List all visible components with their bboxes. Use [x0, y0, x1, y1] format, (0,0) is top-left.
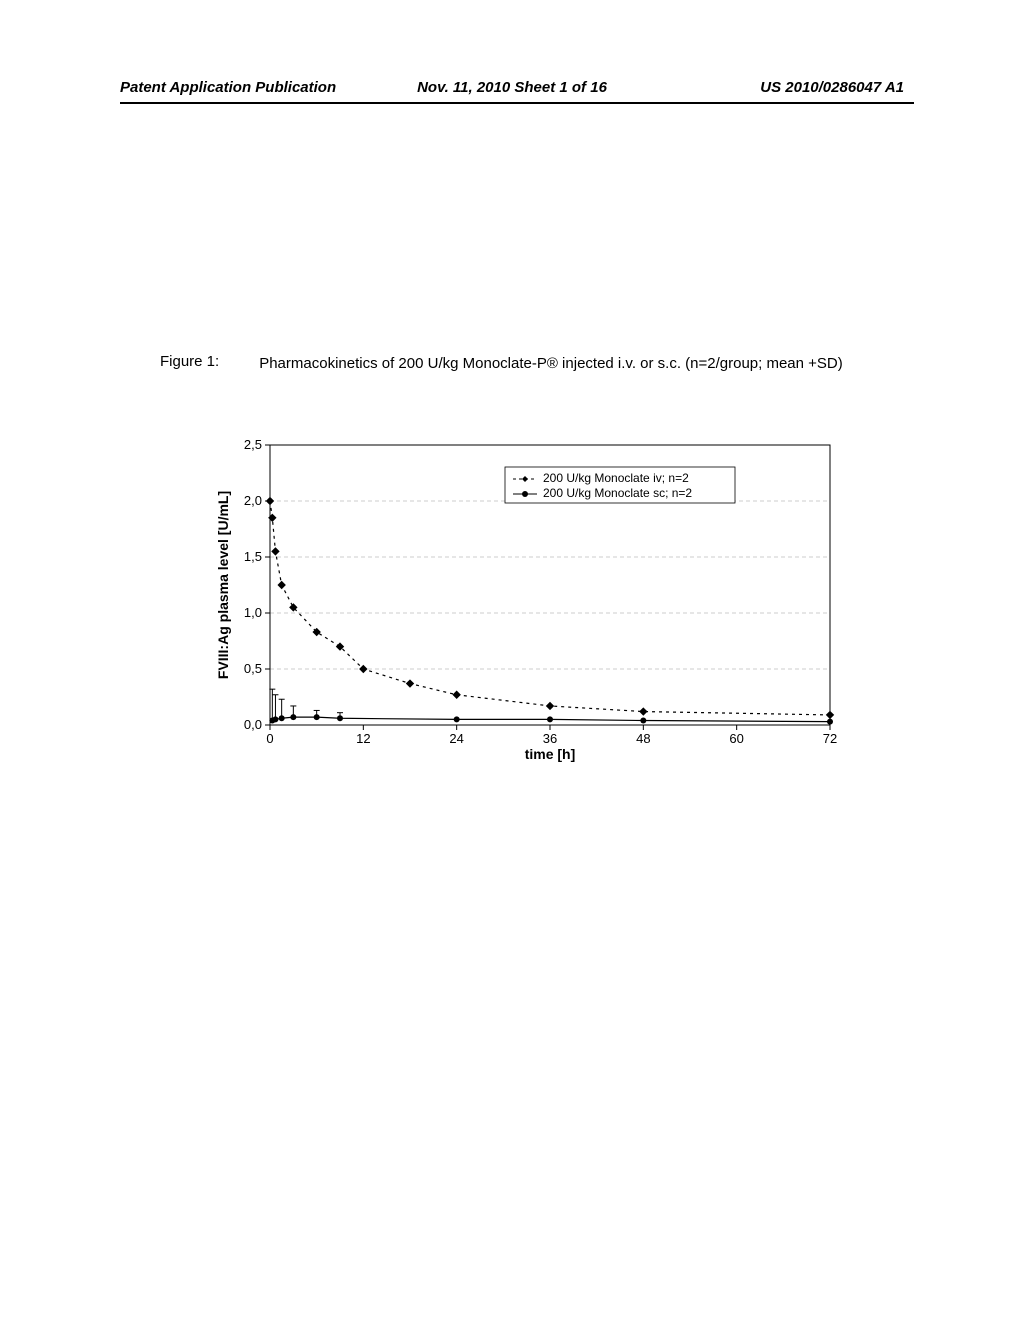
pk-chart: 01224364860720,00,51,01,52,02,5time [h]F… [210, 435, 790, 755]
svg-text:0,0: 0,0 [244, 717, 262, 732]
svg-text:36: 36 [543, 731, 557, 746]
figure-label: Figure 1: [160, 353, 219, 374]
svg-text:0: 0 [266, 731, 273, 746]
svg-text:0,5: 0,5 [244, 661, 262, 676]
svg-text:1,5: 1,5 [244, 549, 262, 564]
svg-text:time [h]: time [h] [525, 746, 576, 762]
figure-caption: Figure 1: Pharmacokinetics of 200 U/kg M… [160, 353, 884, 374]
svg-text:2,0: 2,0 [244, 493, 262, 508]
figure-description: Pharmacokinetics of 200 U/kg Monoclate-P… [259, 353, 884, 374]
header-center: Nov. 11, 2010 Sheet 1 of 16 [417, 79, 607, 96]
svg-text:60: 60 [729, 731, 743, 746]
svg-text:FVIII:Ag plasma level [U/mL]: FVIII:Ag plasma level [U/mL] [215, 491, 231, 679]
svg-text:48: 48 [636, 731, 650, 746]
header-divider [120, 102, 914, 104]
svg-text:24: 24 [449, 731, 463, 746]
svg-text:72: 72 [823, 731, 837, 746]
svg-text:1,0: 1,0 [244, 605, 262, 620]
svg-text:200 U/kg Monoclate sc; n=2: 200 U/kg Monoclate sc; n=2 [543, 486, 692, 500]
svg-text:200 U/kg Monoclate iv; n=2: 200 U/kg Monoclate iv; n=2 [543, 471, 689, 485]
page: Patent Application Publication Nov. 11, … [0, 0, 1024, 1320]
header-left: Patent Application Publication [120, 79, 336, 96]
svg-text:2,5: 2,5 [244, 437, 262, 452]
page-header: Patent Application Publication Nov. 11, … [0, 79, 1024, 96]
header-right: US 2010/0286047 A1 [760, 79, 904, 96]
chart-svg: 0 12 24 36 48 60 72 0,0 0,5 1,0 1,5 2,0 2,5 time [h] F… [210, 435, 840, 765]
svg-text:12: 12 [356, 731, 370, 746]
